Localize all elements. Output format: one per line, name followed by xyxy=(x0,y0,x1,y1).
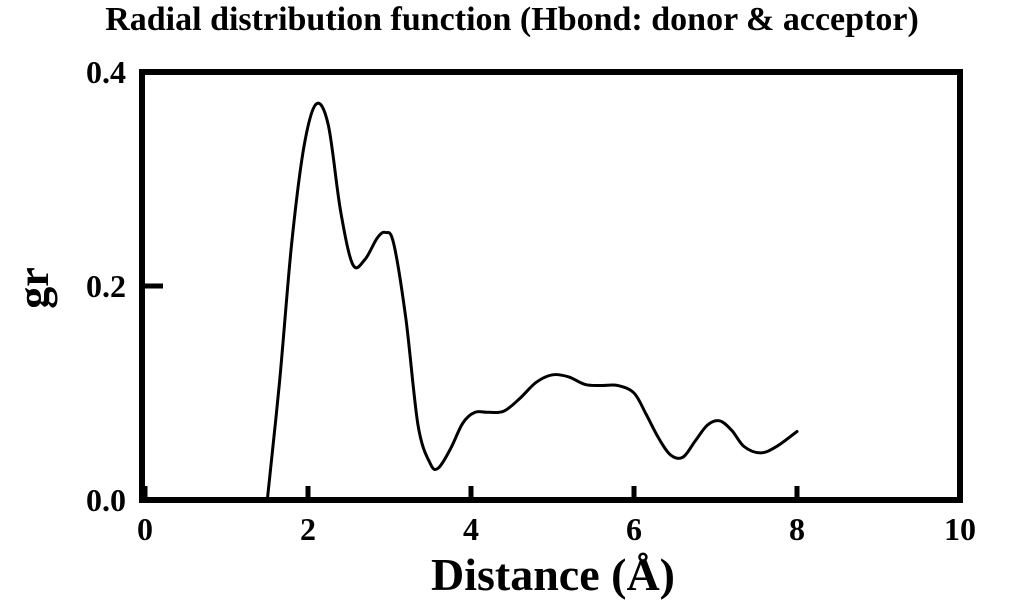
series-line xyxy=(265,101,799,502)
chart-title: Radial distribution function (Hbond: don… xyxy=(105,1,919,38)
x-tick-label: 4 xyxy=(463,511,479,547)
x-tick-label: 6 xyxy=(626,511,642,547)
y-tick-label: 0.0 xyxy=(86,482,126,518)
y-tick-label: 0.2 xyxy=(86,268,126,304)
x-tick-label: 8 xyxy=(789,511,805,547)
x-tick-label: 2 xyxy=(300,511,316,547)
y-axis-label: gr xyxy=(9,267,58,309)
y-ticks: 0.0 0.2 0.4 xyxy=(86,54,163,518)
x-tick-label: 0 xyxy=(137,511,153,547)
plot-frame xyxy=(139,69,963,503)
y-tick-label: 0.4 xyxy=(86,54,126,90)
x-tick-label: 10 xyxy=(944,511,976,547)
x-ticks: 0 2 4 6 8 10 xyxy=(137,486,976,547)
x-axis-label: Distance (Å) xyxy=(431,549,675,600)
